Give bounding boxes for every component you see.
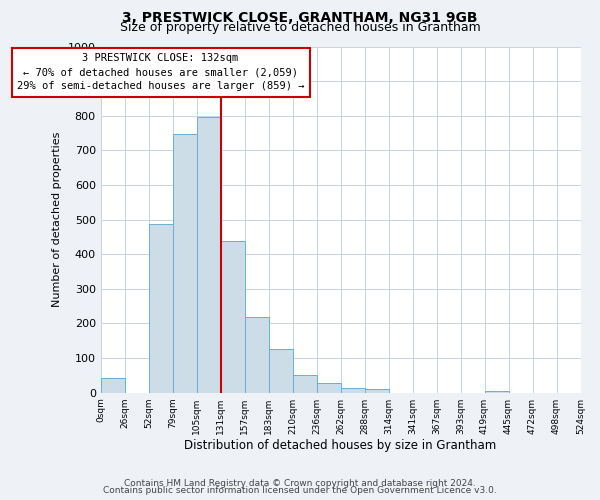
Bar (365, 389, 389, 392)
Bar (293, 374, 317, 392)
Bar (317, 383, 341, 392)
X-axis label: Distribution of detached houses by size in Grantham: Distribution of detached houses by size … (184, 440, 497, 452)
Bar (197, 118, 221, 392)
Text: 3, PRESTWICK CLOSE, GRANTHAM, NG31 9GB: 3, PRESTWICK CLOSE, GRANTHAM, NG31 9GB (122, 11, 478, 25)
Bar (269, 350, 293, 393)
Bar (149, 224, 173, 392)
Bar (101, 378, 125, 392)
Bar (221, 242, 245, 392)
Bar (341, 388, 365, 392)
Text: Contains HM Land Registry data © Crown copyright and database right 2024.: Contains HM Land Registry data © Crown c… (124, 478, 476, 488)
Y-axis label: Number of detached properties: Number of detached properties (52, 132, 62, 308)
Bar (485, 391, 509, 392)
Text: Contains public sector information licensed under the Open Government Licence v3: Contains public sector information licen… (103, 486, 497, 495)
Text: Size of property relative to detached houses in Grantham: Size of property relative to detached ho… (119, 22, 481, 35)
Bar (245, 316, 269, 392)
Bar (173, 134, 197, 392)
Text: 3 PRESTWICK CLOSE: 132sqm
← 70% of detached houses are smaller (2,059)
29% of se: 3 PRESTWICK CLOSE: 132sqm ← 70% of detac… (17, 54, 304, 92)
